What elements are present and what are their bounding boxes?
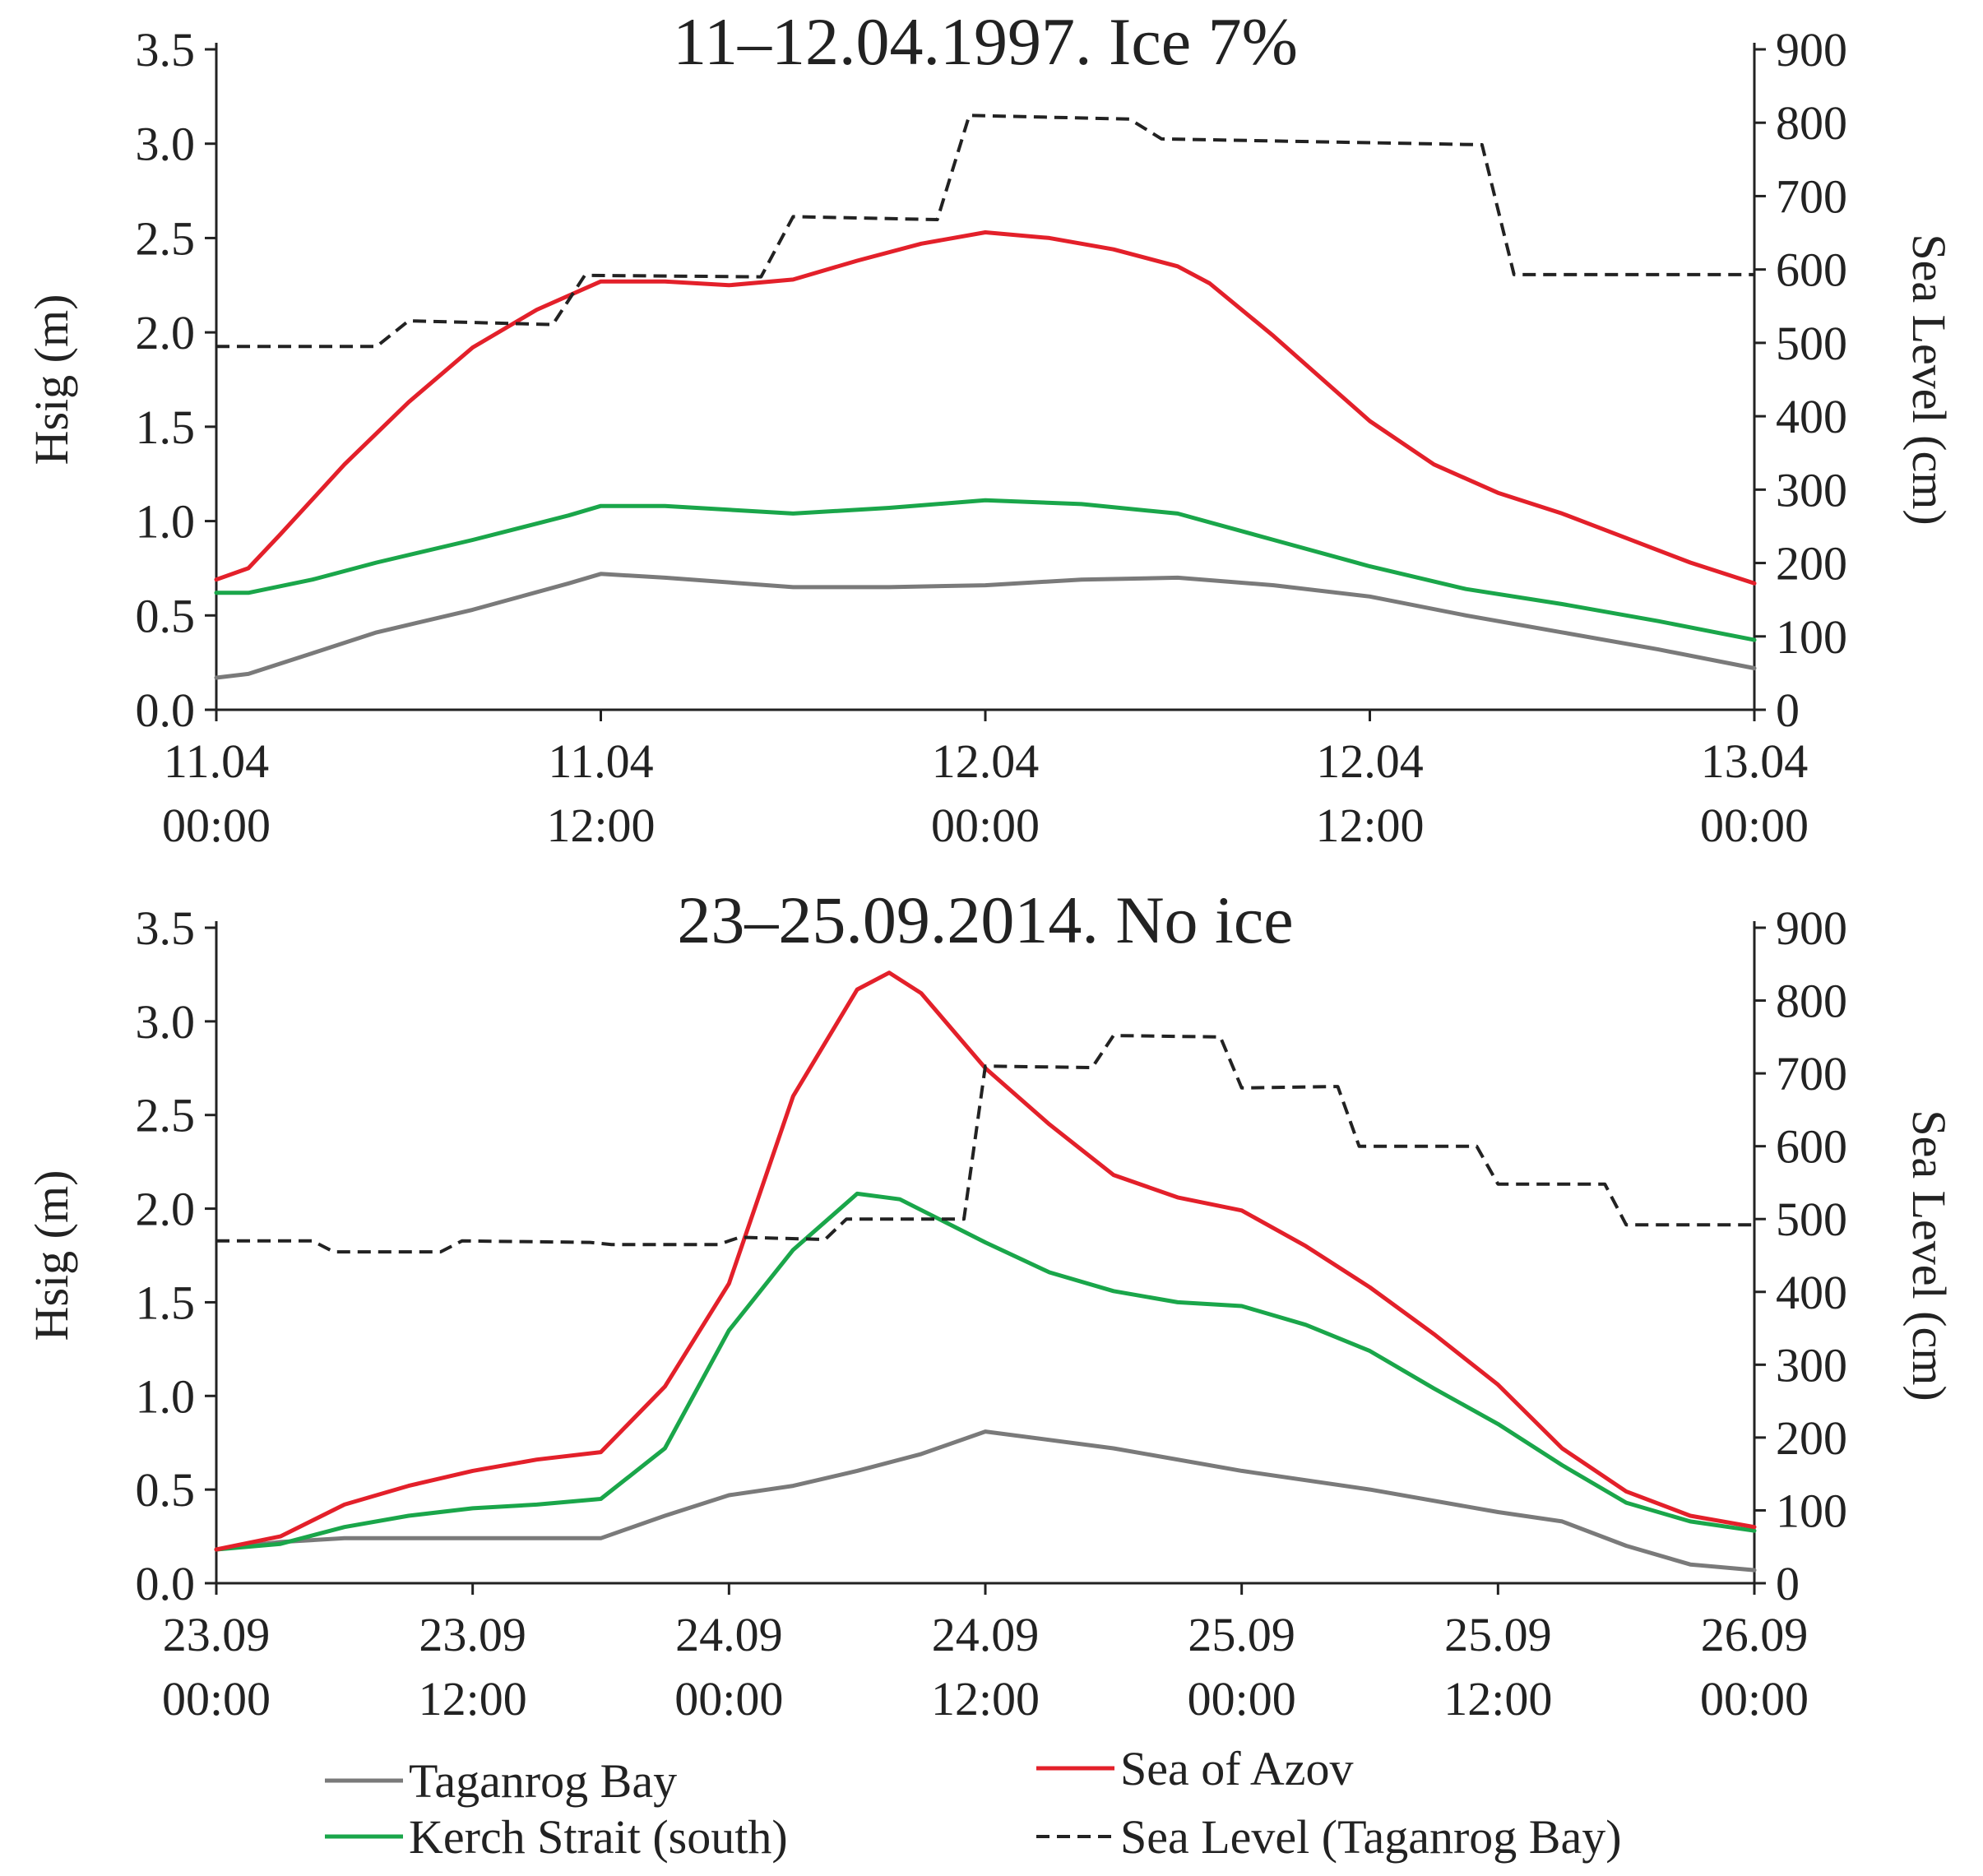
x-tick-label-time: 12:00 [419, 1672, 527, 1725]
y2-tick-label: 0 [1776, 1557, 1800, 1610]
y-tick-label: 3.0 [136, 118, 196, 171]
y-tick-label: 2.0 [136, 306, 196, 359]
y2-tick-label: 500 [1776, 1193, 1847, 1246]
y2-axis-label: Sea Level (cm) [1902, 234, 1956, 525]
x-tick-label-date: 12.04 [1316, 734, 1424, 788]
y2-tick-label: 900 [1776, 23, 1847, 76]
y2-tick-label: 300 [1776, 1338, 1847, 1392]
legend-item-taganrog-bay: Taganrog Bay [325, 1754, 677, 1808]
y2-tick-label: 400 [1776, 390, 1847, 443]
x-tick-label-time: 00:00 [162, 799, 271, 852]
x-tick-label-time: 00:00 [1188, 1672, 1296, 1725]
y2-tick-label: 500 [1776, 317, 1847, 370]
legend-item-sea-of-azov: Sea of Azov [1036, 1742, 1354, 1795]
series-line-kerch-strait-south [214, 1191, 1757, 1552]
chart-panel-1997: 11–12.04.1997. Ice 7% 0.0 0.5 1.0 1.5 2.0 2.5 3… [25, 4, 1956, 852]
x-tick-label-date: 11.04 [164, 734, 269, 788]
y-tick-label: 1.5 [136, 401, 196, 454]
y2-tick-label: 300 [1776, 463, 1847, 516]
y-tick-label: 0.0 [136, 683, 196, 737]
x-tick-label-time: 00:00 [1700, 799, 1809, 852]
legend-label-sea-level: Sea Level (Taganrog Bay) [1120, 1810, 1622, 1864]
legend-label-kerch-strait: Kerch Strait (south) [409, 1810, 788, 1864]
x-tick-label-time: 12:00 [931, 1672, 1040, 1725]
x-tick-label-date: 24.09 [675, 1608, 783, 1661]
x-tick-label-time: 12:00 [546, 799, 655, 852]
x-tick-label-date: 25.09 [1444, 1608, 1552, 1661]
chart-title: 11–12.04.1997. Ice 7% [673, 4, 1298, 79]
series-line-taganrog-bay [214, 1429, 1757, 1573]
x-tick-label-time: 00:00 [931, 799, 1040, 852]
y-axis-label: Hsig (m) [25, 1170, 78, 1341]
chart-panel-2014: 23–25.09.2014. No ice 0.0 0.5 1.0 1.5 2.0 2.5 3… [25, 882, 1956, 1725]
y2-tick-label: 100 [1776, 610, 1847, 664]
y-tick-label: 2.0 [136, 1183, 196, 1236]
y2-tick-label: 400 [1776, 1266, 1847, 1319]
series-line-taganrog-bay [214, 572, 1757, 680]
y-tick-label: 3.5 [136, 23, 196, 76]
y-tick-label: 3.0 [136, 995, 196, 1049]
y-tick-label: 2.5 [136, 211, 196, 265]
y-tick-label: 1.5 [136, 1276, 196, 1329]
x-tick-label-time: 12:00 [1443, 1672, 1552, 1725]
x-tick-label-date: 12.04 [932, 734, 1040, 788]
x-tick-label-date: 25.09 [1188, 1608, 1295, 1661]
x-tick-label-time: 00:00 [162, 1672, 271, 1725]
y2-tick-label: 900 [1776, 901, 1847, 955]
y-tick-label: 0.5 [136, 589, 196, 642]
series-line-sea-level-taganrog-bay [216, 1034, 1754, 1254]
y-tick-label: 0.0 [136, 1557, 196, 1610]
x-tick-label-date: 23.09 [163, 1608, 271, 1661]
y2-axis-label: Sea Level (cm) [1902, 1109, 1956, 1401]
x-tick-label-time: 00:00 [674, 1672, 783, 1725]
x-tick-label-date: 26.09 [1701, 1608, 1809, 1661]
y2-tick-label: 700 [1776, 169, 1847, 223]
y-tick-label: 3.5 [136, 901, 196, 955]
x-tick-label-date: 11.04 [548, 734, 653, 788]
y2-tick-label: 600 [1776, 1120, 1847, 1174]
legend-item-kerch-strait: Kerch Strait (south) [325, 1810, 788, 1864]
x-tick-label-date: 24.09 [932, 1608, 1040, 1661]
x-tick-label-time: 12:00 [1315, 799, 1424, 852]
legend-item-sea-level: Sea Level (Taganrog Bay) [1036, 1810, 1622, 1864]
y-tick-label: 2.5 [136, 1089, 196, 1142]
y2-tick-label: 200 [1776, 537, 1847, 591]
y2-tick-label: 700 [1776, 1047, 1847, 1100]
y-axis-label: Hsig (m) [25, 294, 78, 466]
y-tick-label: 1.0 [136, 495, 196, 549]
x-tick-label-date: 23.09 [419, 1608, 526, 1661]
x-tick-label-time: 00:00 [1700, 1672, 1809, 1725]
y2-tick-label: 600 [1776, 243, 1847, 297]
series-line-kerch-strait-south [214, 498, 1757, 642]
y-tick-label: 0.5 [136, 1463, 196, 1517]
y2-tick-label: 100 [1776, 1484, 1847, 1537]
y2-tick-label: 200 [1776, 1411, 1847, 1465]
y2-tick-label: 800 [1776, 96, 1847, 150]
y2-tick-label: 0 [1776, 683, 1800, 737]
legend-label-sea-of-azov: Sea of Azov [1120, 1742, 1354, 1795]
chart-title: 23–25.09.2014. No ice [677, 882, 1293, 957]
y-tick-label: 1.0 [136, 1369, 196, 1423]
series-line-sea-level-taganrog-bay [216, 113, 1754, 349]
legend: Taganrog Bay Sea of Azov Kerch Strait (s… [325, 1742, 1622, 1864]
legend-label-taganrog-bay: Taganrog Bay [409, 1754, 677, 1808]
x-tick-label-date: 13.04 [1701, 734, 1809, 788]
series-line-sea-of-azov [214, 230, 1757, 586]
series-line-sea-of-azov [214, 970, 1757, 1552]
y2-tick-label: 800 [1776, 975, 1847, 1028]
